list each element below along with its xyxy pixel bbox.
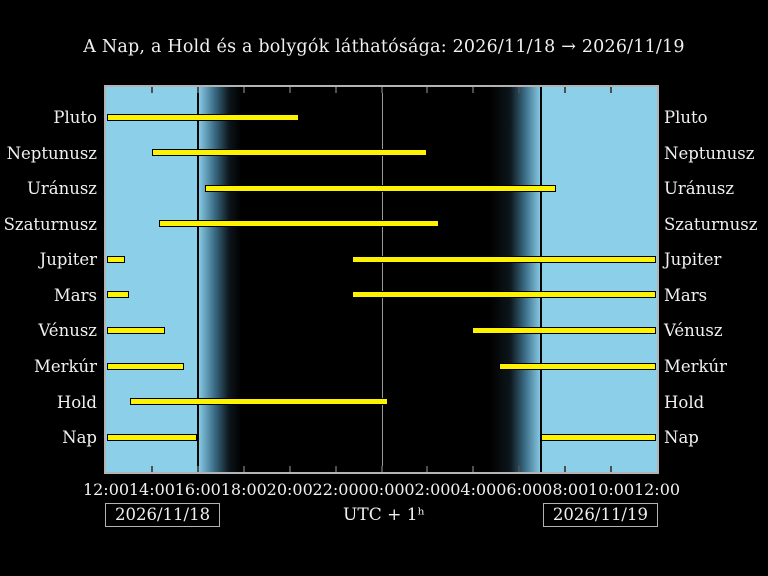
row-label-right-pluto: Pluto — [664, 108, 708, 127]
axis-tick-bottom — [564, 466, 567, 472]
axis-tick-bottom — [242, 466, 245, 472]
axis-tick-top — [380, 87, 383, 93]
axis-tick-bottom — [610, 466, 613, 472]
row-label-left-merkur: Merkúr — [33, 357, 97, 376]
axis-tick-top — [426, 87, 429, 93]
time-tick-label: 08:00 — [542, 480, 589, 499]
visibility-bar-mars — [107, 291, 130, 299]
time-tick-label: 12:00 — [82, 480, 130, 499]
axis-tick-top — [150, 87, 153, 93]
time-tick-label: 20:00 — [266, 480, 313, 499]
axis-tick-bottom — [426, 466, 429, 472]
row-label-right-neptunusz: Neptunusz — [664, 143, 755, 163]
row-label-left-jupiter: Jupiter — [39, 250, 97, 270]
axis-tick-top — [472, 87, 475, 93]
row-label-right-nap: Nap — [664, 428, 699, 448]
end-date-box: 2026/11/19 — [542, 503, 658, 527]
start-date-box: 2026/11/18 — [105, 503, 221, 527]
visibility-bar-pluto — [107, 113, 300, 121]
visibility-bar-hold — [130, 398, 389, 406]
visibility-bar-jupiter — [107, 255, 126, 263]
row-label-left-neptunusz: Neptunusz — [6, 143, 97, 163]
row-label-right-venusz: Vénusz — [664, 321, 723, 341]
visibility-bar-nap — [541, 433, 656, 441]
visibility-bar-uranusz — [204, 184, 557, 192]
time-tick-label: 14:00 — [128, 480, 175, 499]
plot-area — [104, 85, 659, 474]
row-label-right-mars: Mars — [664, 285, 708, 305]
axis-tick-top — [242, 87, 245, 93]
axis-tick-bottom — [288, 466, 291, 472]
row-label-right-merkur: Merkúr — [664, 357, 728, 376]
row-label-right-uranusz: Uránusz — [664, 179, 735, 199]
axis-tick-top — [518, 87, 521, 93]
visibility-bar-merkur — [107, 362, 184, 370]
visibility-bar-venusz — [107, 326, 166, 334]
axis-tick-top — [196, 87, 199, 93]
time-tick-label: 04:00 — [450, 480, 497, 499]
visibility-bar-nap — [107, 433, 198, 441]
row-label-right-hold: Hold — [664, 392, 705, 412]
visibility-bar-neptunusz — [152, 149, 427, 157]
row-label-right-jupiter: Jupiter — [664, 250, 722, 270]
timezone-label: UTC + 1ʰ — [343, 505, 425, 525]
axis-tick-bottom — [380, 466, 383, 472]
axis-tick-bottom — [196, 466, 199, 472]
visibility-bar-merkur — [498, 362, 656, 370]
time-tick-label: 12:00 — [633, 480, 681, 499]
time-tick-label: 18:00 — [220, 480, 267, 499]
axis-tick-bottom — [334, 466, 337, 472]
midnight-line — [381, 87, 383, 472]
row-label-left-nap: Nap — [62, 428, 97, 448]
time-tick-label: 16:00 — [174, 480, 221, 499]
row-labels-left: Pluto Neptunusz Uránusz Szaturnusz Jupiter Ma… — [0, 0, 97, 576]
axis-tick-bottom — [150, 466, 153, 472]
sunrise-line — [540, 87, 543, 472]
axis-tick-bottom — [472, 466, 475, 472]
row-label-right-szaturnusz: Szaturnusz — [664, 214, 758, 234]
axis-tick-top — [334, 87, 337, 93]
axis-tick-top — [610, 87, 613, 93]
axis-tick-top — [288, 87, 291, 93]
row-label-left-hold: Hold — [56, 392, 97, 412]
visibility-bar-jupiter — [352, 255, 656, 263]
sunset-line — [197, 87, 200, 472]
visibility-bar-mars — [352, 291, 656, 299]
row-label-left-mars: Mars — [53, 285, 97, 305]
row-labels-right: Pluto Neptunusz Uránusz Szaturnusz Jupiter Ma… — [664, 0, 768, 576]
row-label-left-szaturnusz: Szaturnusz — [3, 214, 97, 234]
time-tick-label: 00:00 — [358, 480, 405, 499]
time-tick-label: 10:00 — [588, 480, 635, 499]
row-label-left-venusz: Vénusz — [38, 321, 97, 341]
chart-title: A Nap, a Hold és a bolygók láthatósága: … — [83, 37, 685, 57]
time-tick-label: 06:00 — [496, 480, 543, 499]
visibility-bar-szaturnusz — [159, 220, 439, 228]
time-tick-label: 02:00 — [404, 480, 451, 499]
time-tick-label: 22:00 — [312, 480, 359, 499]
axis-tick-bottom — [518, 466, 521, 472]
row-label-left-pluto: Pluto — [53, 108, 97, 127]
axis-tick-top — [564, 87, 567, 93]
row-label-left-uranusz: Uránusz — [26, 179, 97, 199]
visibility-bar-venusz — [471, 326, 656, 334]
